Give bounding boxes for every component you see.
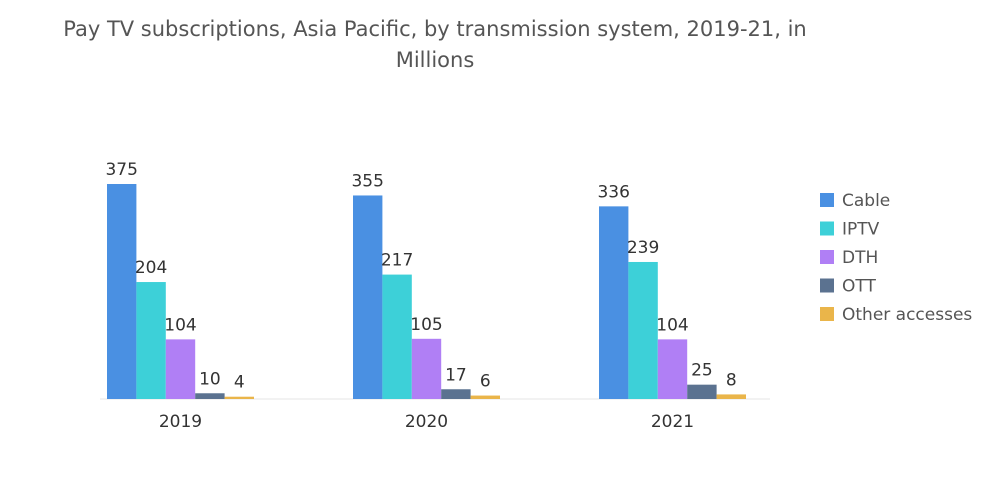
data-label-dth-2020: 105 (410, 315, 442, 335)
legend-swatch-other-accesses (820, 307, 834, 321)
legend-label-ott: OTT (842, 277, 876, 297)
bar-other-accesses-2021 (716, 394, 746, 399)
bar-iptv-2019 (136, 282, 166, 399)
data-label-dth-2021: 104 (656, 315, 688, 335)
legend-label-other-accesses: Other accesses (842, 305, 972, 325)
x-ticks-group: 2019 2020 2021 (159, 412, 694, 432)
x-tick-label-2019: 2019 (159, 412, 202, 432)
legend-swatch-iptv (820, 221, 834, 236)
legend-swatch-cable (820, 193, 834, 207)
data-label-cable-2020: 355 (351, 171, 383, 191)
data-label-ott-2021: 25 (691, 361, 713, 381)
bar-other-accesses-2020 (470, 395, 500, 399)
data-label-other-accesses-2020: 6 (480, 372, 491, 392)
bar-dth-2021 (657, 339, 688, 399)
bar-iptv-2020 (382, 274, 412, 399)
legend-label-cable: Cable (842, 191, 890, 211)
bar-dth-2019 (165, 339, 196, 399)
legend-swatch-ott (820, 278, 834, 293)
bar-cable-2021 (599, 206, 629, 399)
data-label-dth-2019: 104 (164, 315, 196, 335)
data-label-iptv-2019: 204 (135, 258, 167, 278)
data-label-cable-2021: 336 (597, 182, 629, 202)
bar-ott-2019 (195, 393, 225, 399)
legend: Cable IPTV DTH OTT Other accesses (820, 191, 972, 325)
data-label-ott-2020: 17 (445, 365, 467, 385)
data-label-ott-2019: 10 (199, 369, 221, 389)
data-label-cable-2019: 375 (105, 160, 137, 180)
legend-label-iptv: IPTV (842, 220, 880, 240)
bar-iptv-2021 (628, 261, 658, 399)
bar-ott-2021 (687, 384, 717, 399)
x-tick-label-2020: 2020 (405, 412, 448, 432)
bar-other-accesses-2019 (224, 396, 254, 399)
bar-cable-2020 (353, 195, 383, 399)
data-label-other-accesses-2019: 4 (234, 373, 245, 393)
data-label-iptv-2020: 217 (381, 251, 413, 271)
bar-cable-2019 (107, 184, 137, 399)
bar-ott-2020 (441, 389, 471, 399)
legend-label-dth: DTH (842, 248, 878, 268)
x-tick-label-2021: 2021 (651, 412, 694, 432)
legend-swatch-dth (820, 250, 834, 264)
data-label-iptv-2021: 239 (627, 238, 659, 258)
chart-title: Pay TV subscriptions, Asia Pacific, by t… (63, 17, 807, 72)
data-label-other-accesses-2021: 8 (726, 370, 737, 390)
bar-dth-2020 (411, 338, 442, 399)
